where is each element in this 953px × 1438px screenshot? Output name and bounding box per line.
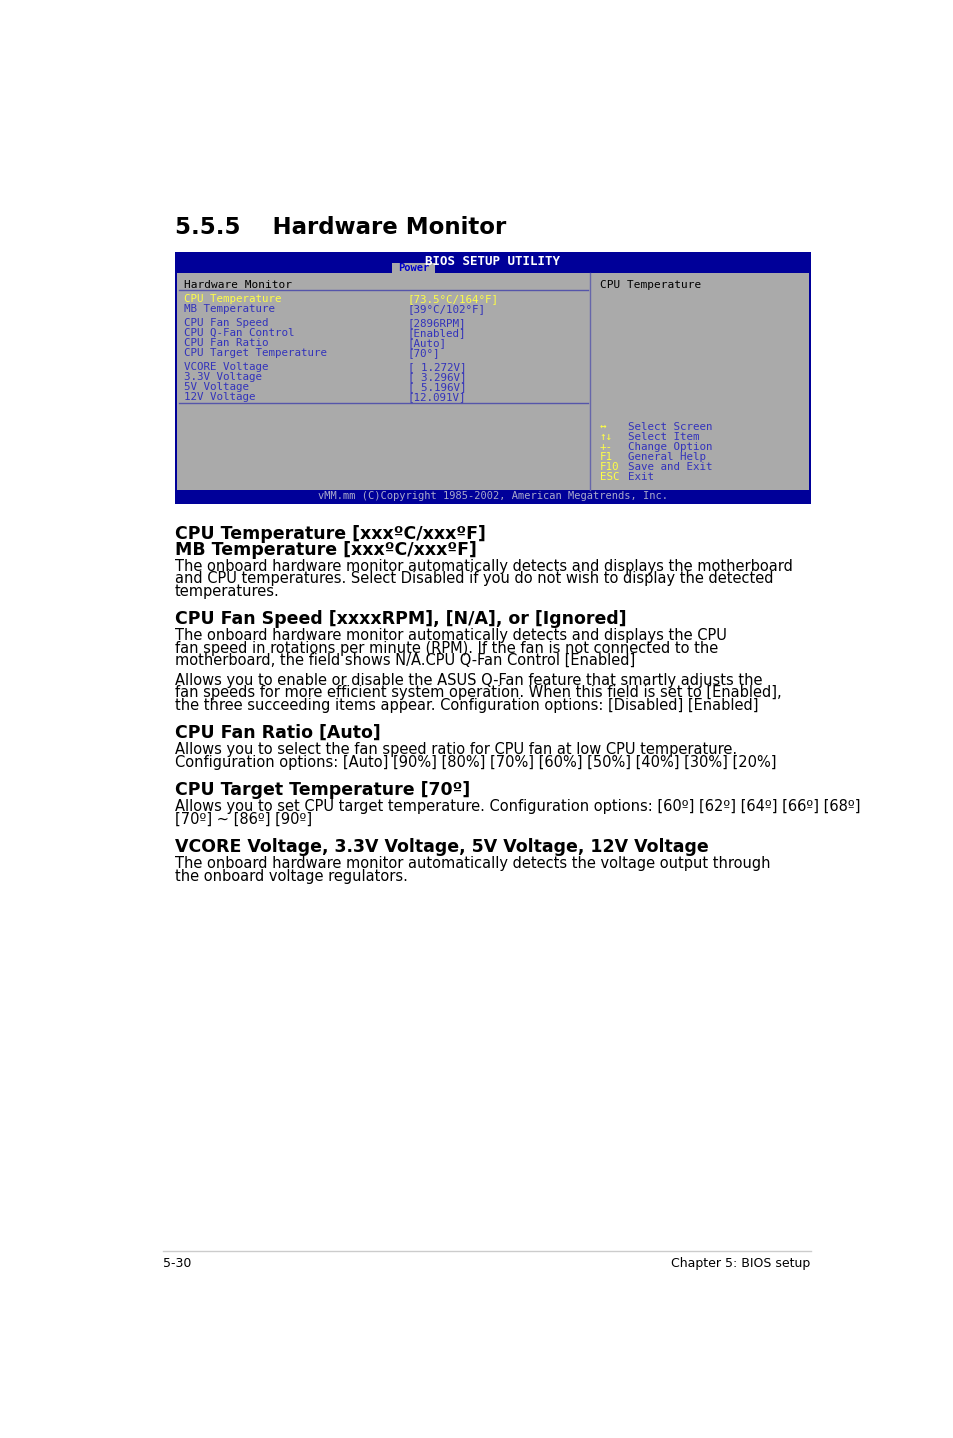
Bar xyxy=(174,490,810,503)
Text: [12.091V]: [12.091V] xyxy=(407,393,466,403)
Text: Select Screen: Select Screen xyxy=(627,421,711,431)
Text: The onboard hardware monitor automatically detects and displays the motherboard: The onboard hardware monitor automatical… xyxy=(174,559,792,574)
Text: ESC: ESC xyxy=(599,472,618,482)
Text: the onboard voltage regulators.: the onboard voltage regulators. xyxy=(174,869,408,883)
Text: [70°]: [70°] xyxy=(407,348,439,358)
Text: BIOS SETUP UTILITY: BIOS SETUP UTILITY xyxy=(425,255,559,267)
Text: MB Temperature [xxxºC/xxxºF]: MB Temperature [xxxºC/xxxºF] xyxy=(174,541,476,558)
Text: CPU Temperature: CPU Temperature xyxy=(184,295,281,305)
Text: Hardware Monitor: Hardware Monitor xyxy=(184,279,292,289)
Bar xyxy=(176,273,808,490)
Text: MB Temperature: MB Temperature xyxy=(184,305,275,315)
Text: ↔: ↔ xyxy=(599,421,605,431)
Text: Configuration options: [Auto] [90%] [80%] [70%] [60%] [50%] [40%] [30%] [20%]: Configuration options: [Auto] [90%] [80%… xyxy=(174,755,776,769)
Text: VCORE Voltage, 3.3V Voltage, 5V Voltage, 12V Voltage: VCORE Voltage, 3.3V Voltage, 5V Voltage,… xyxy=(174,838,708,856)
Text: Power: Power xyxy=(397,263,429,273)
Text: CPU Q-Fan Control: CPU Q-Fan Control xyxy=(184,328,294,338)
Text: vMM.mm (C)Copyright 1985-2002, American Megatrends, Inc.: vMM.mm (C)Copyright 1985-2002, American … xyxy=(317,492,667,502)
Bar xyxy=(174,252,810,503)
Text: Save and Exit: Save and Exit xyxy=(627,462,711,472)
Text: ↑↓: ↑↓ xyxy=(599,431,612,441)
Text: [ 1.272V]: [ 1.272V] xyxy=(407,362,466,372)
Text: 5-30: 5-30 xyxy=(163,1257,192,1270)
Text: [73.5°C/164°F]: [73.5°C/164°F] xyxy=(407,295,498,305)
Text: [39°C/102°F]: [39°C/102°F] xyxy=(407,305,485,315)
Text: fan speeds for more efficient system operation. When this field is set to [Enabl: fan speeds for more efficient system ope… xyxy=(174,686,781,700)
Text: [ 3.296V]: [ 3.296V] xyxy=(407,372,466,383)
Text: the three succeeding items appear. Configuration options: [Disabled] [Enabled]: the three succeeding items appear. Confi… xyxy=(174,697,758,713)
Text: Allows you to enable or disable the ASUS Q-Fan feature that smartly adjusts the: Allows you to enable or disable the ASUS… xyxy=(174,673,761,687)
Text: CPU Fan Speed: CPU Fan Speed xyxy=(184,318,269,328)
Text: CPU Target Temperature: CPU Target Temperature xyxy=(184,348,327,358)
Text: CPU Temperature [xxxºC/xxxºF]: CPU Temperature [xxxºC/xxxºF] xyxy=(174,525,485,544)
Text: Change Option: Change Option xyxy=(627,441,711,452)
Text: [Auto]: [Auto] xyxy=(407,338,446,348)
Text: The onboard hardware monitor automatically detects and displays the CPU: The onboard hardware monitor automatical… xyxy=(174,628,726,643)
Text: CPU Target Temperature [70º]: CPU Target Temperature [70º] xyxy=(174,781,470,800)
Text: F1: F1 xyxy=(599,452,612,462)
Text: fan speed in rotations per minute (RPM). If the fan is not connected to the: fan speed in rotations per minute (RPM).… xyxy=(174,641,718,656)
Text: VCORE Voltage: VCORE Voltage xyxy=(184,362,269,372)
Bar xyxy=(392,263,435,273)
Text: General Help: General Help xyxy=(627,452,705,462)
Text: [2896RPM]: [2896RPM] xyxy=(407,318,466,328)
Text: [70º] ~ [86º] [90º]: [70º] ~ [86º] [90º] xyxy=(174,811,312,827)
Text: [ 5.196V]: [ 5.196V] xyxy=(407,383,466,393)
Text: temperatures.: temperatures. xyxy=(174,584,279,598)
Text: 3.3V Voltage: 3.3V Voltage xyxy=(184,372,262,383)
Text: 12V Voltage: 12V Voltage xyxy=(184,393,255,403)
Text: and CPU temperatures. Select Disabled if you do not wish to display the detected: and CPU temperatures. Select Disabled if… xyxy=(174,571,773,587)
Text: CPU Fan Ratio [Auto]: CPU Fan Ratio [Auto] xyxy=(174,723,380,742)
Text: 5.5.5    Hardware Monitor: 5.5.5 Hardware Monitor xyxy=(174,216,506,239)
Text: motherboard, the field shows N/A.CPU Q-Fan Control [Enabled]: motherboard, the field shows N/A.CPU Q-F… xyxy=(174,653,635,669)
Text: [Enabled]: [Enabled] xyxy=(407,328,466,338)
Text: F10: F10 xyxy=(599,462,618,472)
Text: Select Item: Select Item xyxy=(627,431,699,441)
Text: +-: +- xyxy=(599,441,612,452)
Text: Exit: Exit xyxy=(627,472,653,482)
Text: CPU Temperature: CPU Temperature xyxy=(599,279,700,289)
Text: Allows you to select the fan speed ratio for CPU fan at low CPU temperature.: Allows you to select the fan speed ratio… xyxy=(174,742,737,758)
Text: CPU Fan Speed [xxxxRPM], [N/A], or [Ignored]: CPU Fan Speed [xxxxRPM], [N/A], or [Igno… xyxy=(174,610,626,628)
Text: Chapter 5: BIOS setup: Chapter 5: BIOS setup xyxy=(671,1257,810,1270)
Text: Allows you to set CPU target temperature. Configuration options: [60º] [62º] [64: Allows you to set CPU target temperature… xyxy=(174,800,860,814)
Text: 5V Voltage: 5V Voltage xyxy=(184,383,249,393)
Text: The onboard hardware monitor automatically detects the voltage output through: The onboard hardware monitor automatical… xyxy=(174,856,770,871)
Text: CPU Fan Ratio: CPU Fan Ratio xyxy=(184,338,269,348)
